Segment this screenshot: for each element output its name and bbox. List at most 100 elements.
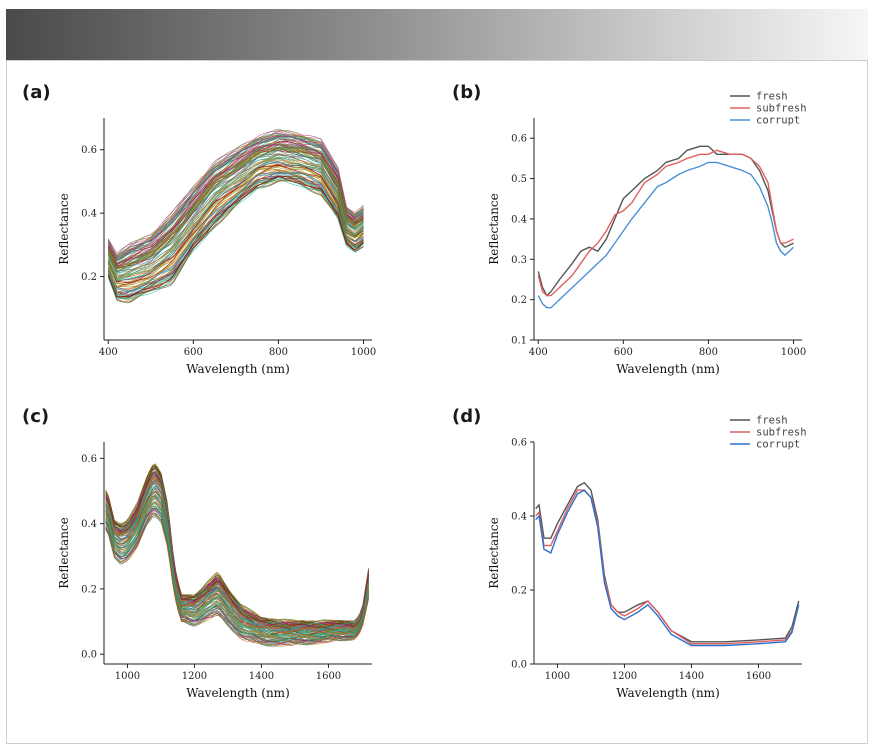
y-tick-label: 0.2 — [81, 272, 97, 283]
spectrum-line — [108, 160, 364, 281]
spectrum-line — [108, 157, 364, 276]
spectrum-line — [108, 136, 364, 258]
spectrum-line — [105, 471, 369, 629]
y-axis-title: Reflectance — [487, 517, 501, 589]
spectrum-line — [105, 516, 369, 647]
x-tick-label: 600 — [614, 347, 633, 358]
x-tick-label: 400 — [529, 347, 548, 358]
y-tick-label: 0.4 — [81, 519, 97, 530]
spectrum-line — [108, 163, 364, 284]
x-tick-label: 800 — [699, 347, 718, 358]
y-tick-label: 0.6 — [81, 145, 97, 156]
x-tick-label: 400 — [99, 347, 118, 358]
panel-label-c: (c) — [22, 406, 50, 427]
spectrum-line — [108, 154, 364, 279]
panel-a: (a) 400 600 800 1000 0.2 0.4 0.6 Wavelength (nm… — [10, 78, 430, 398]
legend-label-subfresh: subfresh — [756, 427, 807, 439]
x-tick-label: 1000 — [545, 671, 570, 682]
spectrum-line — [105, 498, 369, 640]
legend-label-fresh: fresh — [756, 415, 788, 427]
spectrum-line — [108, 179, 364, 301]
y-tick-label: 0.3 — [511, 255, 527, 266]
spectrum-line — [105, 513, 369, 647]
panel-label-b: (b) — [452, 82, 482, 103]
spectrum-line — [108, 175, 364, 298]
spectrum-line — [108, 172, 364, 291]
spectrum-line — [108, 147, 364, 270]
spectrum-line — [108, 153, 364, 279]
spectrum-line — [105, 483, 369, 633]
legend-label-corrupt: corrupt — [756, 439, 800, 451]
y-tick-label: 0.4 — [511, 512, 527, 523]
panel-c: (c) 1000 1200 1400 1600 0.0 0.2 0.4 0.6 Waveleng… — [10, 402, 430, 722]
spectrum-line — [108, 165, 364, 284]
y-axis-title: Reflectance — [487, 193, 501, 265]
spectrum-line — [108, 161, 364, 284]
chart-a: 400 600 800 1000 0.2 0.4 0.6 Wavelength (nm) Ref… — [57, 118, 376, 376]
x-axis-title: Wavelength (nm) — [186, 686, 290, 700]
y-tick-label: 0.6 — [81, 454, 97, 465]
y-tick-label: 0.6 — [511, 438, 527, 449]
spectrum-line — [105, 465, 369, 624]
spectrum-line — [108, 159, 364, 278]
series-line-corrupt — [537, 161, 794, 309]
panel-b: (b) 400 600 800 1000 0.1 0.2 0.3 0.4 0.5 0.6 Wavel… — [440, 78, 860, 398]
x-tick-label: 1400 — [679, 671, 704, 682]
y-tick-label: 0.4 — [81, 209, 97, 220]
x-axis-title: Wavelength (nm) — [616, 362, 720, 376]
spectrum-line — [105, 515, 369, 647]
series-line-fresh — [537, 145, 794, 297]
header-banner — [6, 9, 868, 60]
series-line-subfresh — [537, 149, 794, 297]
panel-label-a: (a) — [22, 82, 51, 103]
y-tick-label: 0.4 — [511, 214, 527, 225]
y-tick-label: 0.5 — [511, 174, 527, 185]
x-tick-label: 600 — [184, 347, 203, 358]
spectrum-line — [105, 472, 369, 629]
x-axis-title: Wavelength (nm) — [186, 362, 290, 376]
spectrum-line — [108, 156, 364, 281]
spectrum-line — [108, 149, 364, 274]
legend-label-subfresh: subfresh — [756, 103, 807, 115]
x-axis-title: Wavelength (nm) — [616, 686, 720, 700]
spectrum-line — [108, 153, 364, 273]
y-tick-label: 0.0 — [81, 650, 97, 661]
spectrum-line — [105, 481, 369, 632]
spectrum-line — [108, 130, 364, 258]
x-tick-label: 1000 — [115, 671, 140, 682]
chart-d: 1000 1200 1400 1600 0.0 0.2 0.4 0.6 Wavelength (… — [487, 415, 807, 701]
spectrum-line — [108, 144, 364, 264]
x-tick-label: 1400 — [249, 671, 274, 682]
y-tick-label: 0.1 — [511, 336, 527, 347]
series-line-subfresh — [535, 489, 800, 645]
spectrum-line — [105, 493, 369, 637]
spectrum-line — [105, 514, 369, 646]
panel-d: (d) 1000 1200 1400 1600 0.0 0.2 0.4 0.6 Waveleng… — [440, 402, 860, 722]
chart-b: 400 600 800 1000 0.1 0.2 0.3 0.4 0.5 0.6 Wavelengt… — [487, 91, 807, 377]
spectrum-line — [108, 136, 364, 261]
x-tick-label: 1200 — [182, 671, 207, 682]
y-tick-label: 0.6 — [511, 134, 527, 145]
spectrum-line — [105, 488, 369, 635]
spectrum-line — [108, 176, 364, 298]
panel-label-d: (d) — [452, 406, 482, 427]
spectrum-line — [108, 164, 364, 287]
x-tick-label: 1600 — [316, 671, 341, 682]
spectrum-line — [108, 130, 364, 254]
spectrum-line — [108, 169, 364, 291]
series-line-corrupt — [535, 489, 800, 647]
y-axis-title: Reflectance — [57, 517, 71, 589]
legend-label-fresh: fresh — [756, 91, 788, 103]
legend-label-corrupt: corrupt — [756, 115, 800, 127]
figure-frame — [6, 60, 868, 744]
spectrum-line — [105, 500, 369, 641]
y-tick-label: 0.2 — [81, 584, 97, 595]
x-tick-label: 1200 — [612, 671, 637, 682]
spectrum-line — [105, 497, 369, 639]
series-line-fresh — [535, 481, 800, 643]
spectrum-line — [108, 162, 364, 282]
spectrum-line — [108, 149, 364, 273]
y-tick-label: 0.2 — [511, 295, 527, 306]
spectrum-line — [108, 139, 364, 266]
spectrum-line — [108, 144, 364, 269]
